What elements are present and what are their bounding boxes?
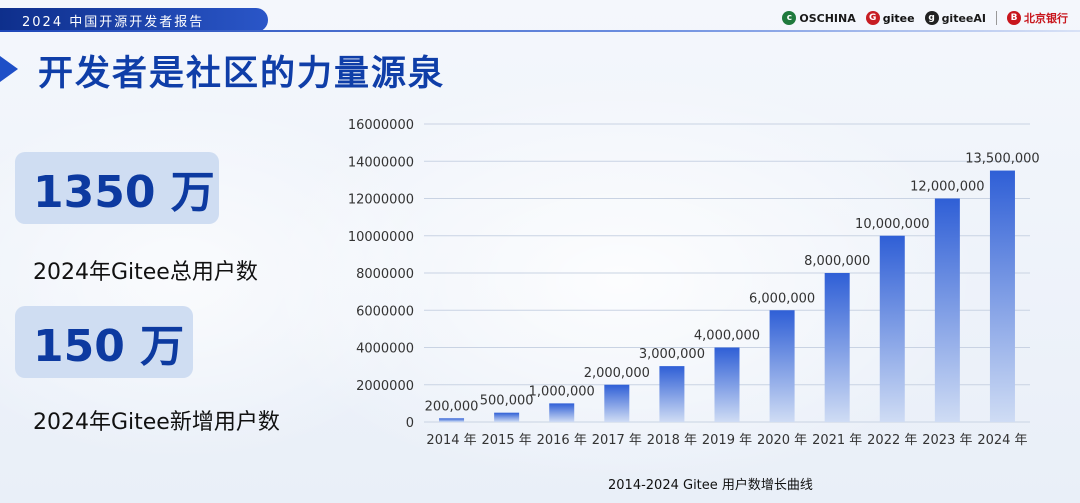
bar-data-label: 200,000	[425, 399, 479, 414]
bar-data-label: 500,000	[480, 394, 534, 409]
bar	[604, 384, 630, 422]
y-tick-label: 10000000	[348, 230, 414, 245]
x-tick-label: 2017 年	[592, 433, 642, 448]
giteeai-logo: g giteeAI	[924, 11, 986, 25]
bar-data-label: 4,000,000	[694, 329, 760, 344]
x-tick-label: 2019 年	[702, 433, 752, 448]
giteeai-logo-text: giteeAI	[941, 11, 986, 25]
gitee-logo: G gitee	[865, 11, 915, 25]
header-rule	[0, 30, 1080, 32]
page-title: 开发者是社区的力量源泉	[38, 54, 446, 94]
bar-data-label: 10,000,000	[855, 217, 929, 232]
partner-logos: c OSCHINA G gitee g giteeAI B 北京银行	[782, 8, 1068, 28]
gitee-logo-text: gitee	[882, 11, 915, 25]
x-tick-label: 2023 年	[922, 433, 972, 448]
total-users-value: 1350 万	[15, 152, 219, 224]
y-tick-label: 8000000	[356, 267, 414, 282]
bar-data-label: 2,000,000	[584, 366, 650, 381]
y-tick-label: 2000000	[356, 379, 414, 394]
title-arrow-icon	[0, 56, 18, 82]
chart-title: 2014-2024 Gitee 用户数增长曲线	[608, 478, 813, 493]
bar-data-label: 8,000,000	[804, 254, 870, 269]
bar-data-label: 3,000,000	[639, 347, 705, 362]
y-tick-label: 12000000	[348, 193, 414, 208]
bank-of-beijing-logo-text: 北京银行	[1024, 12, 1068, 25]
x-tick-label: 2016 年	[537, 433, 587, 448]
report-tag: 2024 中国开源开发者报告	[0, 8, 268, 32]
x-tick-label: 2018 年	[647, 433, 697, 448]
bar	[714, 347, 740, 422]
bar	[824, 273, 850, 422]
giteeai-icon: g	[924, 11, 939, 25]
bar-data-label: 1,000,000	[529, 384, 595, 399]
x-tick-label: 2022 年	[867, 433, 917, 448]
bar	[659, 366, 685, 422]
y-tick-label: 16000000	[348, 118, 414, 133]
total-users-label: 2024年Gitee总用户数	[33, 260, 258, 285]
y-tick-label: 14000000	[348, 155, 414, 170]
bar-data-label: 6,000,000	[749, 291, 815, 306]
bar	[879, 235, 905, 422]
x-tick-label: 2014 年	[426, 433, 476, 448]
x-tick-label: 2024 年	[977, 433, 1027, 448]
bar-data-label: 12,000,000	[910, 180, 984, 195]
new-users-label: 2024年Gitee新增用户数	[33, 410, 280, 435]
bar	[494, 412, 520, 422]
bar	[769, 310, 795, 422]
x-tick-label: 2015 年	[482, 433, 532, 448]
new-users-value: 150 万	[15, 306, 193, 378]
bar-data-label: 13,500,000	[965, 152, 1039, 167]
bar	[989, 170, 1015, 422]
oschina-icon: c	[782, 11, 797, 25]
bar	[439, 418, 465, 422]
bank-of-beijing-logo: B 北京银行	[1007, 10, 1068, 26]
user-growth-bar-chart: 0 2000000 4000000 6000000 8000000 10000000 120…	[348, 118, 1040, 448]
gitee-icon: G	[865, 11, 880, 25]
bank-of-beijing-icon: B	[1007, 11, 1021, 25]
bar	[549, 403, 575, 422]
y-tick-label: 6000000	[356, 304, 414, 319]
y-tick-label: 0	[406, 416, 414, 431]
bar	[934, 198, 960, 422]
oschina-logo-text: OSCHINA	[799, 11, 856, 25]
x-tick-label: 2021 年	[812, 433, 862, 448]
x-tick-label: 2020 年	[757, 433, 807, 448]
oschina-logo: c OSCHINA	[782, 11, 856, 25]
y-tick-label: 4000000	[356, 342, 414, 357]
logo-divider	[996, 11, 997, 25]
